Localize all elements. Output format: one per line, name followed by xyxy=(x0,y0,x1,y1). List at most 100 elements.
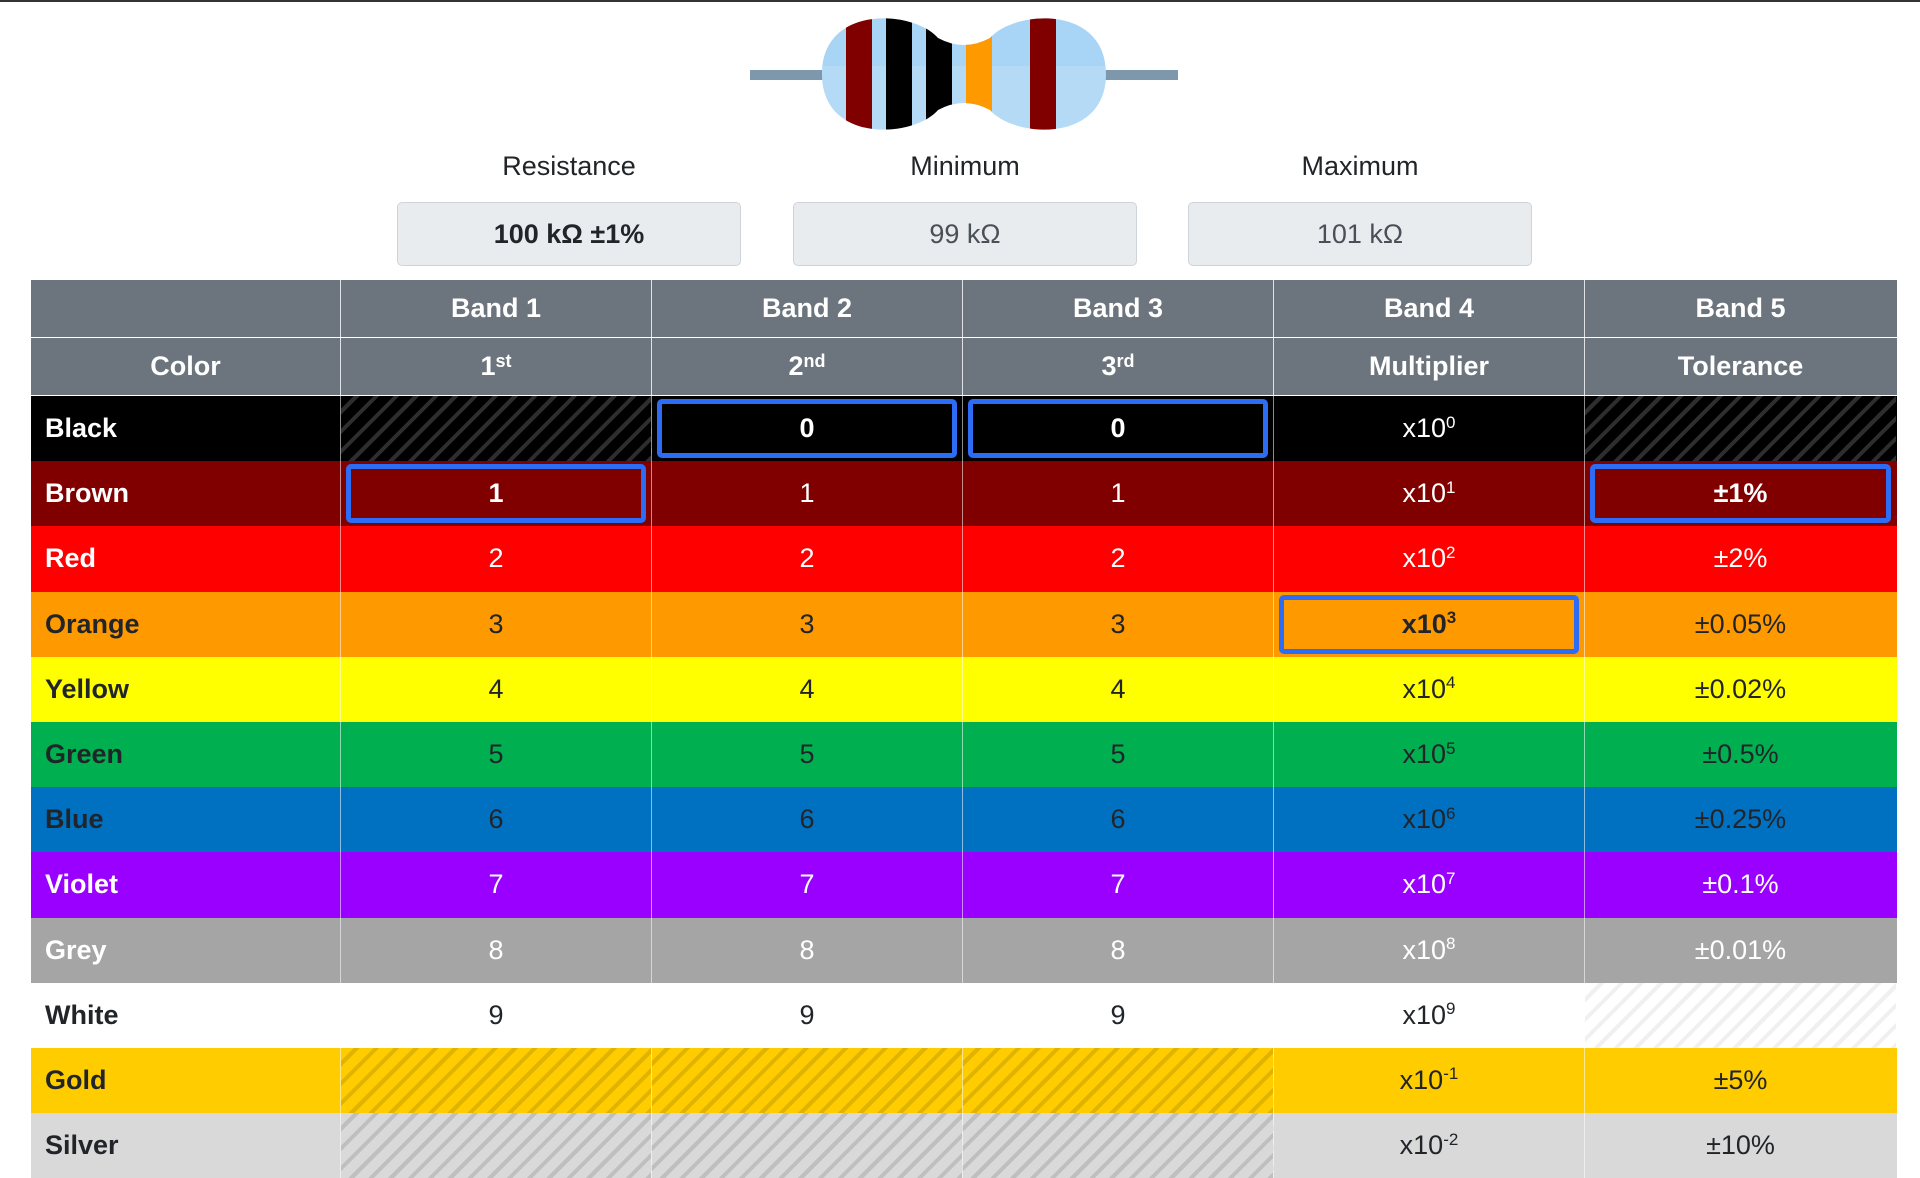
band2-digit-value: 4 xyxy=(799,673,815,704)
band3-digit-cell-violet[interactable]: 7 xyxy=(963,852,1274,918)
table-row-violet: Violet 7 7 7 x10 7 ±0.1% xyxy=(31,852,1897,918)
resistor-lead-right xyxy=(1098,70,1178,80)
band2-digit-cell-violet[interactable]: 7 xyxy=(652,852,963,918)
tolerance-cell-black xyxy=(1585,396,1896,462)
band2-digit-value: 3 xyxy=(799,608,815,639)
band1-digit-cell-brown[interactable]: 1 xyxy=(341,461,652,527)
tolerance-cell-violet[interactable]: ±0.1% xyxy=(1585,852,1896,917)
multiplier-cell-black[interactable]: x10 0 xyxy=(1274,396,1585,462)
band2-digit-cell-green[interactable]: 5 xyxy=(652,721,963,788)
header-tolerance: Tolerance xyxy=(1677,351,1804,381)
resistor-band-5 xyxy=(1030,18,1056,130)
band3-digit-cell-white[interactable]: 9 xyxy=(963,982,1274,1048)
band1-digit-cell-grey[interactable]: 8 xyxy=(341,917,652,983)
top-border xyxy=(0,0,1920,2)
band2-digit-cell-orange[interactable]: 3 xyxy=(652,591,963,657)
multiplier-base: x10 xyxy=(1402,804,1447,835)
band3-digit-value: 3 xyxy=(1110,608,1126,639)
band3-digit-cell-gold xyxy=(963,1047,1274,1114)
tolerance-cell-blue[interactable]: ±0.25% xyxy=(1585,787,1896,852)
selected-indicator: x10 3 xyxy=(1279,594,1579,654)
tolerance-cell-brown[interactable]: ±1% xyxy=(1585,461,1896,526)
band1-digit-cell-white[interactable]: 9 xyxy=(341,982,652,1048)
band3-digit-value: 0 xyxy=(1110,413,1126,444)
tolerance-value: ±5% xyxy=(1713,1064,1768,1095)
band3-digit-cell-blue[interactable]: 6 xyxy=(963,787,1274,853)
band3-digit-value: 5 xyxy=(1110,739,1126,770)
color-name-white: White xyxy=(31,982,341,1048)
band3-digit-cell-grey[interactable]: 8 xyxy=(963,917,1274,983)
band1-digit-cell-yellow[interactable]: 4 xyxy=(341,656,652,722)
color-name-yellow: Yellow xyxy=(31,656,341,722)
band3-digit-cell-orange[interactable]: 3 xyxy=(963,591,1274,657)
band2-digit-cell-yellow[interactable]: 4 xyxy=(652,656,963,722)
tolerance-value: ±0.1% xyxy=(1702,869,1779,900)
header-multiplier: Multiplier xyxy=(1274,338,1585,395)
multiplier-cell-blue[interactable]: x10 6 xyxy=(1274,787,1585,853)
band2-digit-value: 6 xyxy=(799,804,815,835)
band1-digit-cell-blue[interactable]: 6 xyxy=(341,787,652,853)
band3-digit-cell-yellow[interactable]: 4 xyxy=(963,656,1274,722)
minimum-value-field: 99 kΩ xyxy=(793,202,1137,266)
multiplier-base: x10 xyxy=(1402,739,1447,770)
band2-digit-cell-black[interactable]: 0 xyxy=(652,396,963,462)
color-name-black: Black xyxy=(31,396,341,462)
tolerance-cell-white xyxy=(1585,982,1896,1048)
band2-digit-cell-white[interactable]: 9 xyxy=(652,982,963,1048)
band3-digit-cell-brown[interactable]: 1 xyxy=(963,461,1274,527)
band3-digit-cell-red[interactable]: 2 xyxy=(963,526,1274,592)
color-code-table: Band 1 Band 2 Band 3 Band 4 Band 5 Color… xyxy=(31,280,1897,1178)
band2-digit-cell-silver xyxy=(652,1113,963,1178)
band2-digit-cell-blue[interactable]: 6 xyxy=(652,787,963,853)
tolerance-cell-silver[interactable]: ±10% xyxy=(1585,1113,1896,1178)
multiplier-cell-orange[interactable]: x10 3 xyxy=(1274,591,1585,657)
tolerance-cell-green[interactable]: ±0.5% xyxy=(1585,722,1896,787)
band3-digit-cell-green[interactable]: 5 xyxy=(963,721,1274,788)
resistance-label: Resistance xyxy=(502,151,636,181)
multiplier-base: x10 xyxy=(1402,934,1447,965)
band1-digit-cell-green[interactable]: 5 xyxy=(341,721,652,788)
band1-digit-value: 3 xyxy=(488,608,504,639)
color-name-silver: Silver xyxy=(31,1113,341,1178)
multiplier-cell-white[interactable]: x10 9 xyxy=(1274,982,1585,1048)
multiplier-cell-red[interactable]: x10 2 xyxy=(1274,526,1585,592)
band1-digit-cell-violet[interactable]: 7 xyxy=(341,852,652,918)
multiplier-cell-violet[interactable]: x10 7 xyxy=(1274,852,1585,918)
multiplier-base: x10 xyxy=(1402,673,1447,704)
band1-digit-cell-black xyxy=(341,396,652,462)
band3-digit-cell-black[interactable]: 0 xyxy=(963,396,1274,462)
multiplier-cell-grey[interactable]: x10 8 xyxy=(1274,917,1585,983)
band2-digit-cell-red[interactable]: 2 xyxy=(652,526,963,592)
table-row-brown: Brown 1 1 1 x10 1 ±1% xyxy=(31,461,1897,527)
tolerance-cell-yellow[interactable]: ±0.02% xyxy=(1585,657,1896,722)
band3-digit-value: 1 xyxy=(1110,478,1126,509)
selected-indicator: 1 xyxy=(346,464,646,524)
multiplier-base: x10 xyxy=(1402,478,1447,509)
tolerance-cell-grey[interactable]: ±0.01% xyxy=(1585,918,1896,983)
multiplier-base: x10 xyxy=(1402,999,1447,1030)
band2-digit-cell-brown[interactable]: 1 xyxy=(652,461,963,527)
tolerance-value: ±0.02% xyxy=(1694,673,1787,704)
selected-indicator: 0 xyxy=(657,399,957,459)
band2-digit-value: 0 xyxy=(799,413,815,444)
band3-digit-cell-silver xyxy=(963,1113,1274,1178)
band1-digit-cell-orange[interactable]: 3 xyxy=(341,591,652,657)
band2-digit-cell-grey[interactable]: 8 xyxy=(652,917,963,983)
tolerance-value: ±0.25% xyxy=(1694,804,1787,835)
multiplier-cell-yellow[interactable]: x10 4 xyxy=(1274,656,1585,722)
multiplier-cell-silver[interactable]: x10 -2 xyxy=(1274,1113,1585,1178)
multiplier-cell-green[interactable]: x10 5 xyxy=(1274,721,1585,788)
multiplier-cell-brown[interactable]: x10 1 xyxy=(1274,461,1585,527)
table-row-gold: Gold x10 -1 ±5% xyxy=(31,1047,1897,1114)
band3-digit-value: 8 xyxy=(1110,934,1126,965)
tolerance-value: ±0.05% xyxy=(1694,608,1787,639)
tolerance-value: ±10% xyxy=(1706,1130,1775,1161)
multiplier-cell-gold[interactable]: x10 -1 xyxy=(1274,1047,1585,1114)
tolerance-cell-red[interactable]: ±2% xyxy=(1585,526,1896,591)
band1-digit-cell-red[interactable]: 2 xyxy=(341,526,652,592)
tolerance-cell-orange[interactable]: ±0.05% xyxy=(1585,592,1896,657)
tolerance-cell-gold[interactable]: ±5% xyxy=(1585,1048,1896,1113)
